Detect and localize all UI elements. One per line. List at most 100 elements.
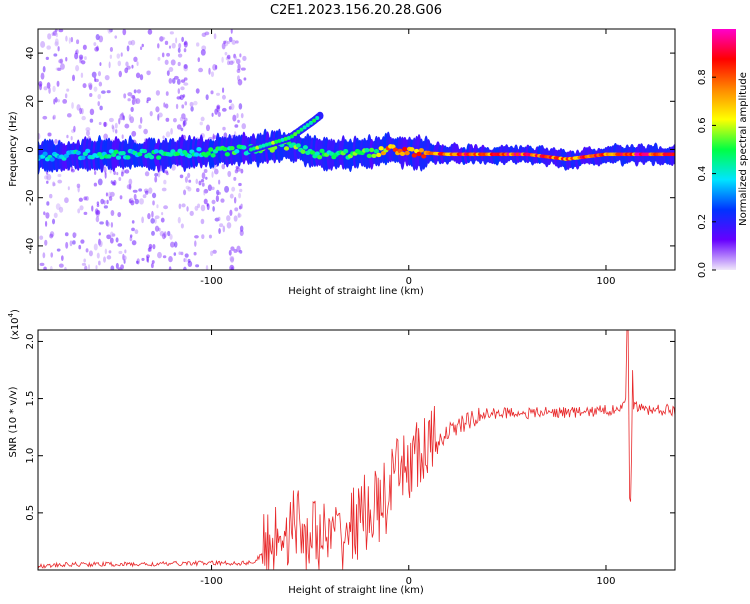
noise-speckle xyxy=(237,78,243,86)
noise-speckle xyxy=(205,124,211,132)
noise-speckle xyxy=(239,250,243,254)
noise-speckle xyxy=(100,198,105,205)
spectral-core xyxy=(63,153,69,159)
noise-speckle xyxy=(238,182,242,187)
noise-speckle xyxy=(169,234,173,240)
noise-speckle xyxy=(77,186,80,193)
noise-speckle xyxy=(58,59,63,64)
noise-speckle xyxy=(141,43,144,48)
noise-speckle xyxy=(152,200,155,206)
noise-speckle xyxy=(170,59,176,66)
noise-speckle xyxy=(118,117,121,125)
noise-speckle xyxy=(97,93,102,100)
noise-speckle xyxy=(238,103,243,110)
noise-speckle xyxy=(58,263,64,268)
noise-speckle xyxy=(70,166,74,172)
noise-speckle xyxy=(115,237,119,243)
noise-speckle xyxy=(235,58,241,65)
noise-speckle xyxy=(216,92,221,96)
spectral-core xyxy=(224,152,230,157)
noise-speckle xyxy=(98,121,102,126)
noise-speckle xyxy=(38,133,41,140)
noise-speckle xyxy=(46,180,49,184)
noise-speckle xyxy=(173,241,178,248)
figure-title: C2E1.2023.156.20.28.G06 xyxy=(270,3,442,18)
noise-speckle xyxy=(170,241,175,248)
spectrogram-x-tick-label: 100 xyxy=(596,276,615,287)
noise-speckle xyxy=(157,251,162,259)
noise-speckle xyxy=(177,61,181,67)
noise-speckle xyxy=(53,212,58,219)
noise-speckle xyxy=(148,243,153,249)
noise-speckle xyxy=(221,56,224,63)
noise-speckle xyxy=(206,203,210,211)
noise-speckle xyxy=(98,81,103,87)
colorbar: 0.0 0.2 0.4 0.6 0.8 Normalized spectral ampl… xyxy=(697,29,749,278)
spectral-core xyxy=(85,148,91,154)
noise-speckle xyxy=(70,36,74,43)
noise-speckle xyxy=(157,170,161,178)
noise-speckle xyxy=(183,266,187,270)
spectral-core xyxy=(186,153,193,159)
noise-speckle xyxy=(60,63,65,70)
spectral-core xyxy=(210,153,216,158)
spectral-core xyxy=(229,145,235,151)
noise-speckle xyxy=(110,265,115,270)
noise-speckle xyxy=(160,36,166,41)
noise-speckle xyxy=(94,78,99,83)
noise-speckle xyxy=(184,258,188,263)
noise-speckle xyxy=(49,193,53,199)
noise-speckle xyxy=(97,101,100,107)
noise-speckle xyxy=(131,227,135,232)
noise-speckle xyxy=(64,197,69,204)
noise-speckle xyxy=(217,111,221,117)
noise-speckle xyxy=(194,235,199,239)
noise-speckle xyxy=(221,42,226,50)
noise-speckle xyxy=(163,102,166,108)
noise-speckle xyxy=(74,52,79,60)
noise-speckle xyxy=(205,264,209,270)
noise-speckle xyxy=(179,174,184,179)
noise-speckle xyxy=(80,60,86,65)
spectral-core xyxy=(167,152,174,157)
noise-speckle xyxy=(103,166,107,173)
noise-speckle xyxy=(107,29,112,34)
noise-speckle xyxy=(142,194,147,199)
noise-speckle xyxy=(85,127,91,132)
spectral-core xyxy=(409,147,415,152)
noise-speckle xyxy=(239,53,242,58)
spectral-core xyxy=(378,146,384,151)
snr-axes: -100 0 100 0.5 1.0 1.5 2.0 xyxy=(25,330,675,587)
noise-speckle xyxy=(128,114,132,121)
noise-speckle xyxy=(233,176,237,181)
branch-core xyxy=(267,141,272,146)
noise-speckle xyxy=(131,64,134,69)
noise-speckle xyxy=(233,196,237,204)
noise-speckle xyxy=(109,231,114,238)
noise-speckle xyxy=(110,210,115,216)
spectrogram-x-tick-label: 0 xyxy=(406,276,412,287)
noise-speckle xyxy=(183,120,187,126)
noise-speckle xyxy=(116,53,121,59)
noise-speckle xyxy=(95,33,100,41)
noise-speckle xyxy=(178,251,182,255)
noise-speckle xyxy=(229,193,234,199)
noise-speckle xyxy=(134,229,139,235)
noise-speckle xyxy=(222,225,226,233)
spectral-core xyxy=(390,144,396,149)
noise-speckle xyxy=(133,56,138,62)
noise-speckle xyxy=(198,180,202,186)
branch-core xyxy=(261,143,266,148)
noise-speckle xyxy=(134,198,140,205)
noise-speckle xyxy=(46,201,50,206)
noise-speckle xyxy=(71,74,76,82)
noise-speckle xyxy=(42,252,46,259)
noise-speckle xyxy=(205,94,209,101)
noise-speckle xyxy=(203,198,208,205)
noise-speckle xyxy=(80,72,84,78)
spectral-core xyxy=(343,149,349,154)
noise-speckle xyxy=(91,71,97,78)
noise-speckle xyxy=(52,181,56,187)
spectral-core xyxy=(99,155,105,160)
